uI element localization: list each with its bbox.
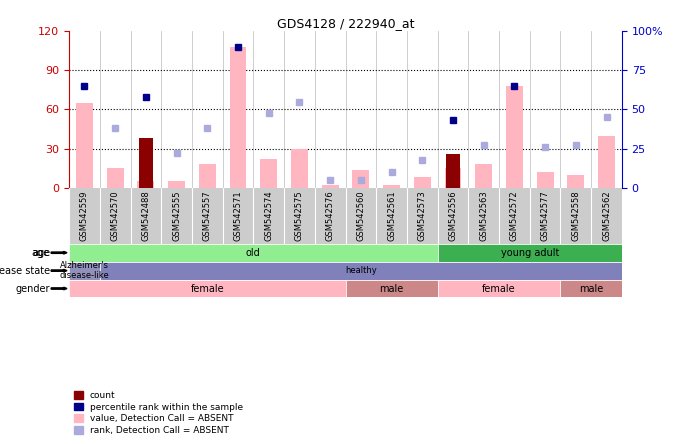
Bar [106, 168, 124, 188]
Bar [168, 181, 185, 188]
Text: GSM542572: GSM542572 [510, 190, 519, 241]
Bar [346, 280, 437, 297]
Bar [437, 280, 560, 297]
Text: healthy: healthy [345, 266, 377, 275]
Bar [199, 164, 216, 188]
Bar [138, 181, 154, 188]
Text: female: female [482, 284, 516, 293]
Text: GSM542557: GSM542557 [202, 190, 212, 241]
Text: GSM542570: GSM542570 [111, 190, 120, 241]
Text: GSM542575: GSM542575 [295, 190, 304, 241]
Bar [383, 185, 400, 188]
Bar [537, 172, 553, 188]
Bar [506, 86, 523, 188]
Bar [69, 262, 100, 280]
Text: GSM542556: GSM542556 [448, 190, 457, 241]
Text: male: male [579, 284, 603, 293]
Text: gender: gender [16, 284, 50, 293]
Text: GSM542562: GSM542562 [602, 190, 611, 241]
Text: GSM542558: GSM542558 [571, 190, 580, 241]
Bar [69, 280, 346, 297]
Bar [444, 168, 462, 188]
Text: Alzheimer's
disease-like: Alzheimer's disease-like [59, 261, 109, 280]
Bar [352, 170, 369, 188]
Text: age: age [32, 248, 50, 258]
Text: GSM542576: GSM542576 [325, 190, 334, 242]
Text: GSM542488: GSM542488 [142, 190, 151, 242]
Legend: count, percentile rank within the sample, value, Detection Call = ABSENT, rank, : count, percentile rank within the sample… [74, 391, 243, 435]
Text: GSM542571: GSM542571 [234, 190, 243, 241]
Text: GSM542561: GSM542561 [387, 190, 396, 241]
Bar [229, 47, 247, 188]
Bar [414, 177, 430, 188]
Text: disease state: disease state [0, 266, 50, 276]
Bar [567, 175, 585, 188]
Bar [291, 149, 308, 188]
Text: GSM542574: GSM542574 [264, 190, 273, 241]
Bar [437, 244, 622, 262]
Bar [322, 185, 339, 188]
Bar [598, 135, 615, 188]
Bar [76, 103, 93, 188]
Bar [139, 138, 153, 188]
Text: GSM542577: GSM542577 [540, 190, 549, 242]
Bar [475, 164, 492, 188]
Text: male: male [379, 284, 404, 293]
Text: GSM542560: GSM542560 [357, 190, 366, 241]
Text: young adult: young adult [500, 248, 559, 258]
Title: GDS4128 / 222940_at: GDS4128 / 222940_at [277, 17, 414, 30]
Bar [261, 159, 277, 188]
Text: GSM542573: GSM542573 [418, 190, 427, 242]
Text: age: age [32, 248, 50, 258]
Bar [69, 244, 437, 262]
Text: GSM542555: GSM542555 [172, 190, 181, 241]
Bar [446, 154, 460, 188]
Text: GSM542563: GSM542563 [479, 190, 489, 242]
Text: GSM542559: GSM542559 [80, 190, 89, 241]
Bar [560, 280, 622, 297]
Text: old: old [246, 248, 261, 258]
Text: female: female [191, 284, 224, 293]
